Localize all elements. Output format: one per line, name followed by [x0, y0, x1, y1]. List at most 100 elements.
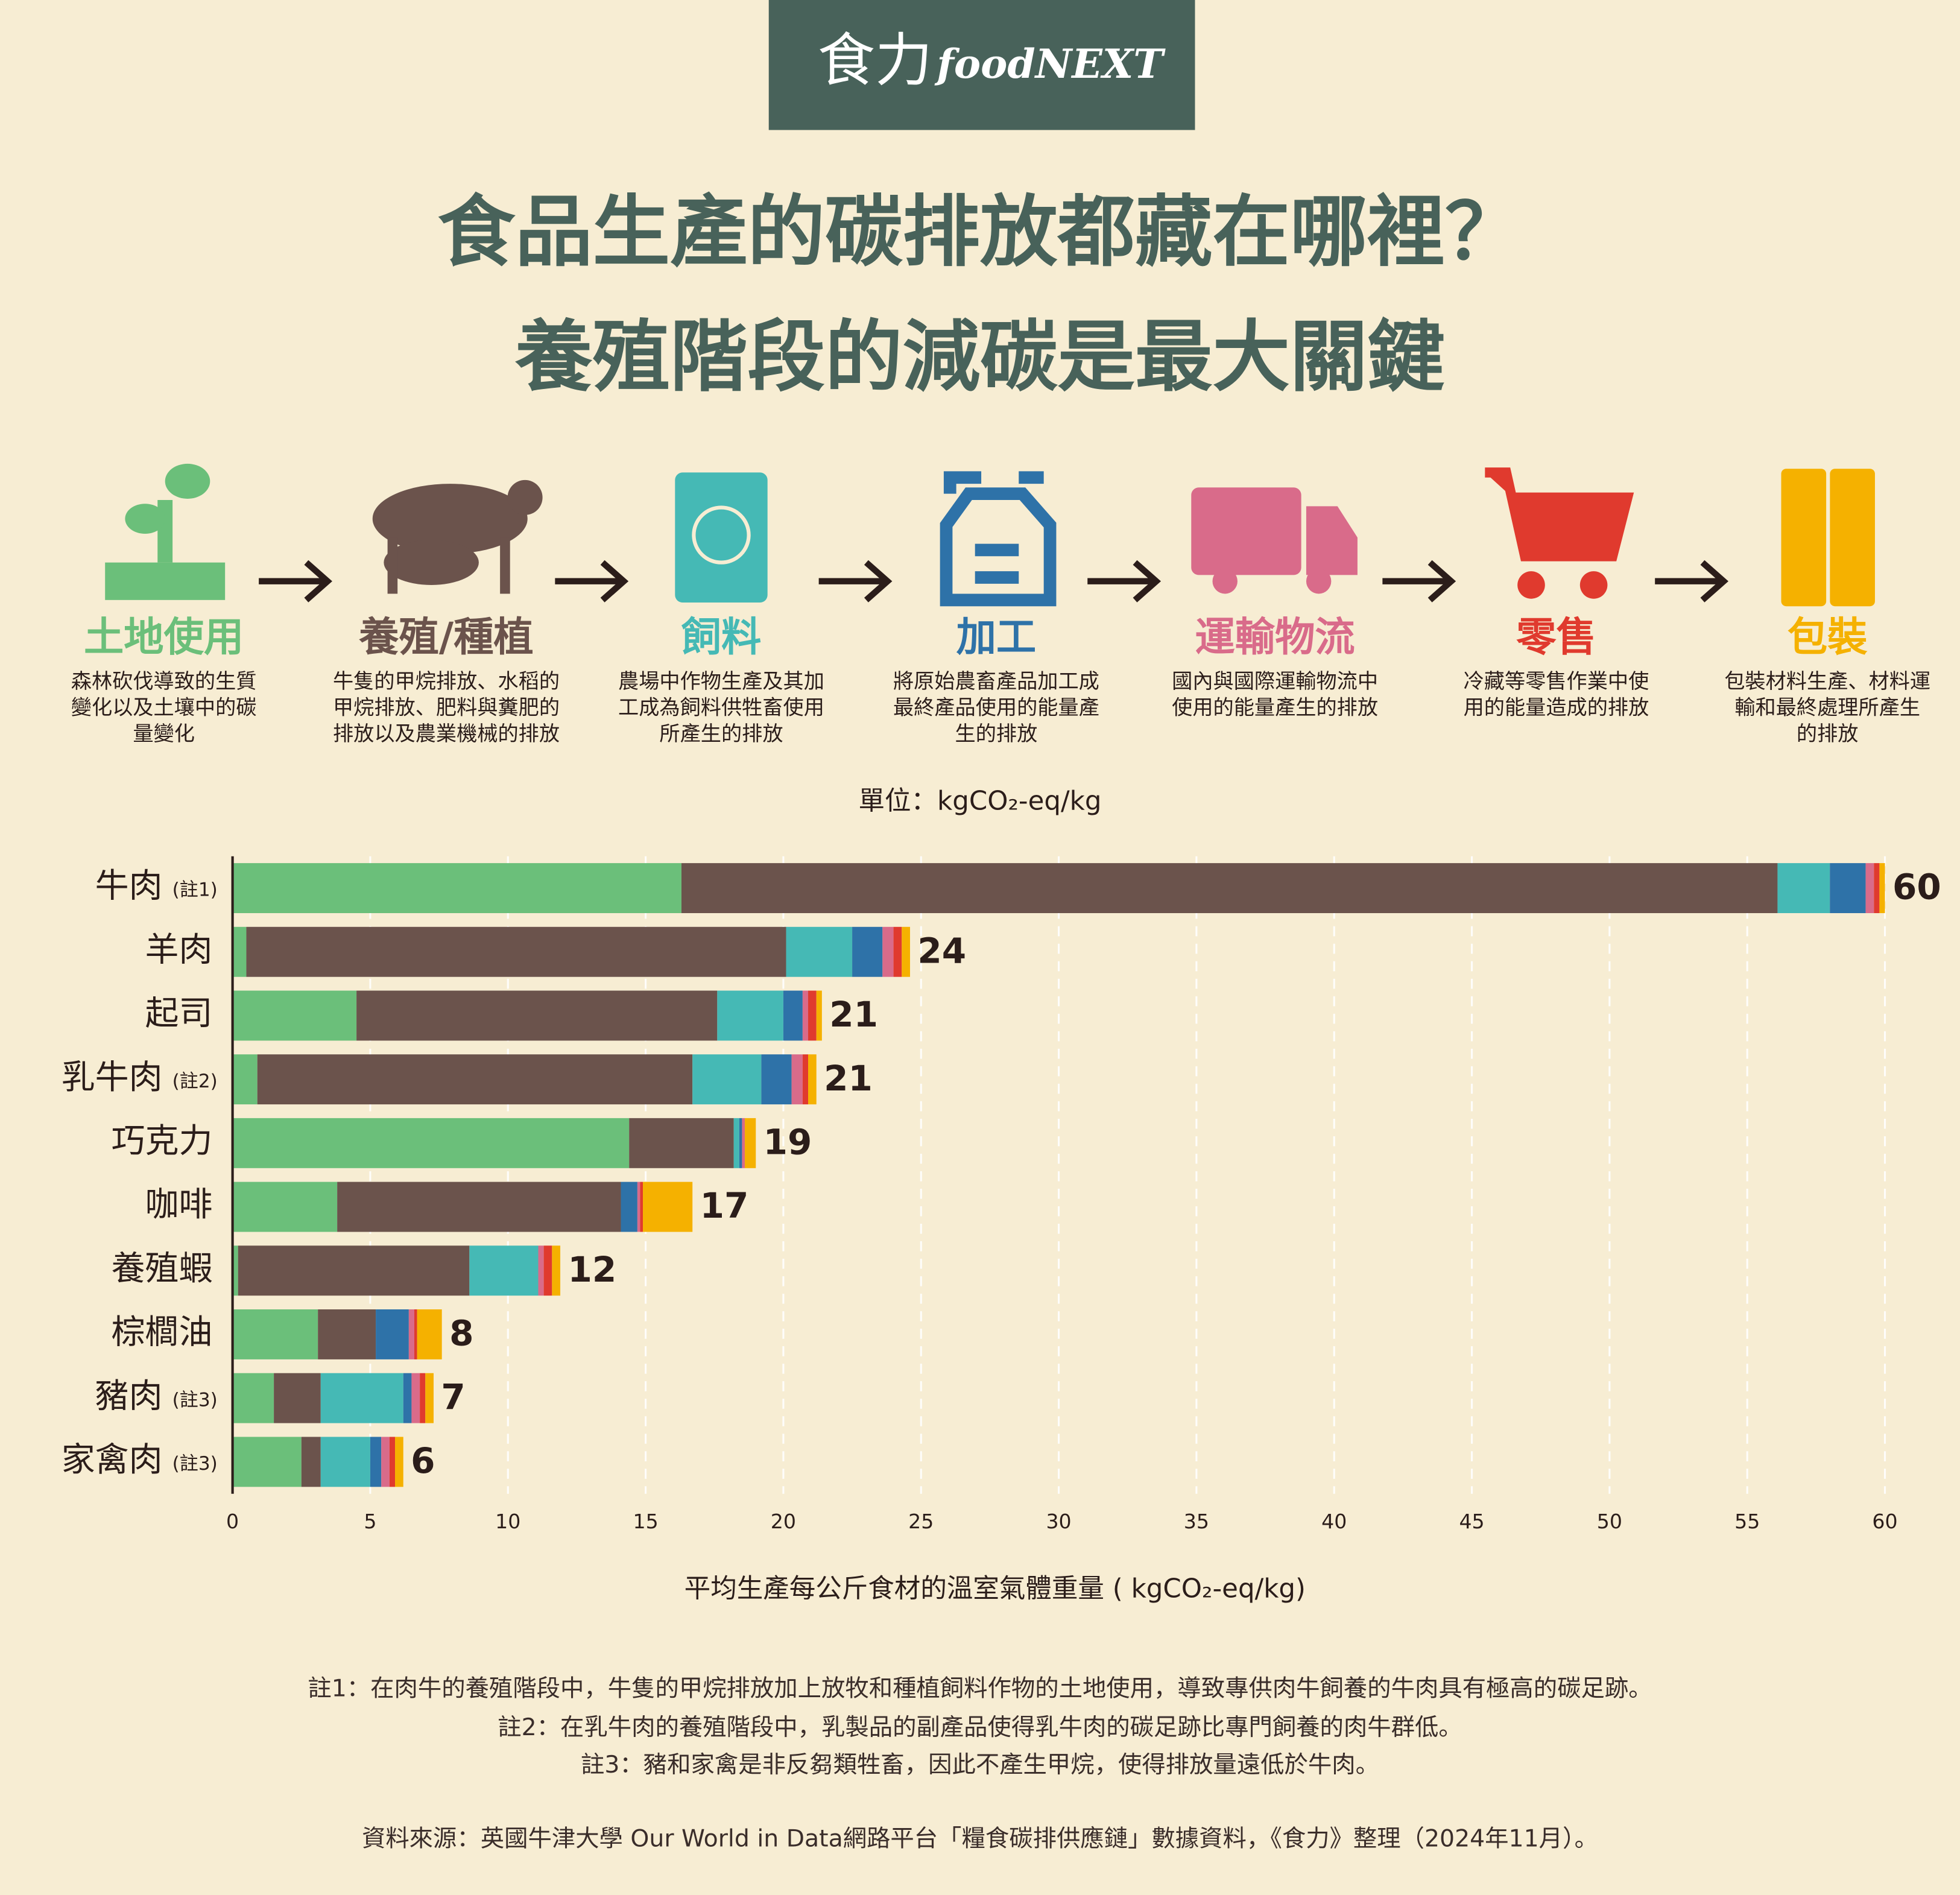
category-label: 起司 [145, 994, 213, 1033]
bar-segment [640, 1182, 643, 1232]
bar-segment [893, 926, 902, 977]
bar-segment [417, 1309, 442, 1359]
category-note: (註3) [172, 1453, 218, 1475]
x-tick-label: 25 [908, 1510, 934, 1533]
total-label: 12 [567, 1249, 616, 1290]
bar-segment [318, 1309, 376, 1359]
category-note: (註1) [172, 879, 218, 901]
stage-description: 用的能量造成的排放 [1464, 696, 1649, 720]
bar-segment [629, 1118, 734, 1168]
bar-segment [232, 863, 681, 914]
total-label: 17 [700, 1185, 749, 1226]
stage-label: 養殖/種植 [359, 613, 533, 660]
category-label: 咖啡 [145, 1185, 213, 1224]
stage-description: 生的排放 [955, 722, 1038, 746]
total-label: 60 [1892, 867, 1941, 908]
category-note: (註3) [172, 1389, 218, 1411]
bar-segment [852, 926, 883, 977]
note: 註3：豬和家禽是非反芻類牲畜，因此不產生甲烷，使得排放量遠低於牛肉。 [581, 1751, 1379, 1779]
note: 註1：在肉牛的養殖階段中，牛隻的甲烷排放加上放牧和種植飼料作物的土地使用，導致專… [308, 1675, 1652, 1703]
bar-segment [232, 1245, 238, 1296]
bar-segment [274, 1373, 321, 1423]
category-label: 牛肉 [95, 867, 163, 906]
stage-description: 工成為飼料供牲畜使用 [618, 696, 824, 720]
bar-segment [1865, 863, 1874, 914]
category-label: 巧克力 [112, 1121, 213, 1160]
bar-segment [643, 1182, 693, 1232]
icon-truck [1191, 487, 1358, 594]
category-label: 豬肉 [95, 1376, 163, 1416]
stage-label: 零售 [1516, 613, 1596, 660]
stage-description: 所產生的排放 [659, 722, 783, 746]
x-tick-label: 20 [771, 1510, 796, 1533]
bar-segment [538, 1245, 544, 1296]
total-label: 21 [824, 1058, 873, 1099]
stage-description: 冷藏等零售作業中使 [1464, 669, 1649, 694]
x-tick-label: 35 [1184, 1510, 1209, 1533]
bar-segment [238, 1245, 470, 1296]
x-tick-label: 30 [1046, 1510, 1071, 1533]
logo-en: foodNEXT [934, 40, 1166, 87]
x-axis-label: 平均生產每公斤食材的溫室氣體重量 ( kgCO₂-eq/kg) [684, 1574, 1306, 1604]
bar-segment [1874, 863, 1880, 914]
icon-land [105, 463, 226, 600]
stage-label: 包裝 [1788, 613, 1868, 660]
bar-segment [414, 1309, 417, 1359]
x-tick-label: 40 [1321, 1510, 1347, 1533]
bar-segment [816, 990, 822, 1041]
bar-segment [232, 926, 247, 977]
stage-label: 加工 [956, 613, 1037, 660]
category-label: 家禽肉 [62, 1440, 163, 1479]
bars [232, 863, 1885, 1487]
bar-segment [403, 1373, 412, 1423]
bar-segment [425, 1373, 434, 1423]
bar-segment [744, 1118, 756, 1168]
bar-segment [882, 926, 894, 977]
unit-label: 單位：kgCO₂-eq/kg [858, 786, 1101, 817]
total-label: 24 [917, 930, 966, 971]
bar-segment [739, 1118, 742, 1168]
bar-segment [742, 1118, 745, 1168]
bar-segment [408, 1309, 415, 1359]
stage-description: 量變化 [133, 722, 195, 746]
bar-segment [356, 990, 718, 1041]
arrows [259, 560, 1729, 603]
stage-description: 包裝材料生產、材料運 [1724, 669, 1930, 694]
bar-segment [320, 1373, 403, 1423]
bar-segment [469, 1245, 539, 1296]
category-note: (註2) [172, 1071, 218, 1092]
stage-description: 排放以及農業機械的排放 [333, 722, 560, 746]
total-label: 7 [441, 1376, 465, 1417]
bar-segment [232, 1118, 630, 1168]
bar-segment [1830, 863, 1866, 914]
logo-cn: 食力 [818, 28, 933, 94]
stage-description: 農場中作物生產及其加 [618, 669, 824, 694]
stage-description: 使用的能量產生的排放 [1172, 696, 1378, 720]
x-tick-label: 0 [226, 1510, 239, 1533]
bar-segment [395, 1437, 403, 1487]
bar-segment [552, 1245, 561, 1296]
bar-segment [232, 1054, 258, 1105]
bar-segment [1777, 863, 1830, 914]
icon-livestock [372, 479, 543, 594]
bar-segment [411, 1373, 420, 1423]
bar-segment [802, 1054, 809, 1105]
stage-description: 牛隻的甲烷排放、水稻的 [333, 669, 560, 694]
bar-segment [420, 1373, 426, 1423]
bar-segment [337, 1182, 621, 1232]
bar-segment [232, 990, 357, 1041]
bar-segment [692, 1054, 762, 1105]
bar-segment [232, 1373, 274, 1423]
bar-segment [381, 1437, 390, 1487]
bar-segment [370, 1437, 382, 1487]
icon-feed [675, 472, 768, 603]
note: 註2：在乳牛肉的養殖階段中，乳製品的副產品使得乳牛肉的碳足跡比專門飼養的肉牛群低… [498, 1713, 1462, 1741]
stage-label: 飼料 [681, 613, 762, 660]
stage-description: 輸和最終處理所產生 [1734, 696, 1920, 720]
source: 資料來源：英國牛津大學 Our World in Data網路平台「糧食碳排供應… [362, 1824, 1598, 1852]
title: 養殖階段的減碳是最大關鍵 [514, 312, 1445, 402]
bar-segment [808, 990, 817, 1041]
x-tick-label: 10 [495, 1510, 520, 1533]
bar-segment [802, 990, 809, 1041]
x-tick-label: 5 [364, 1510, 376, 1533]
